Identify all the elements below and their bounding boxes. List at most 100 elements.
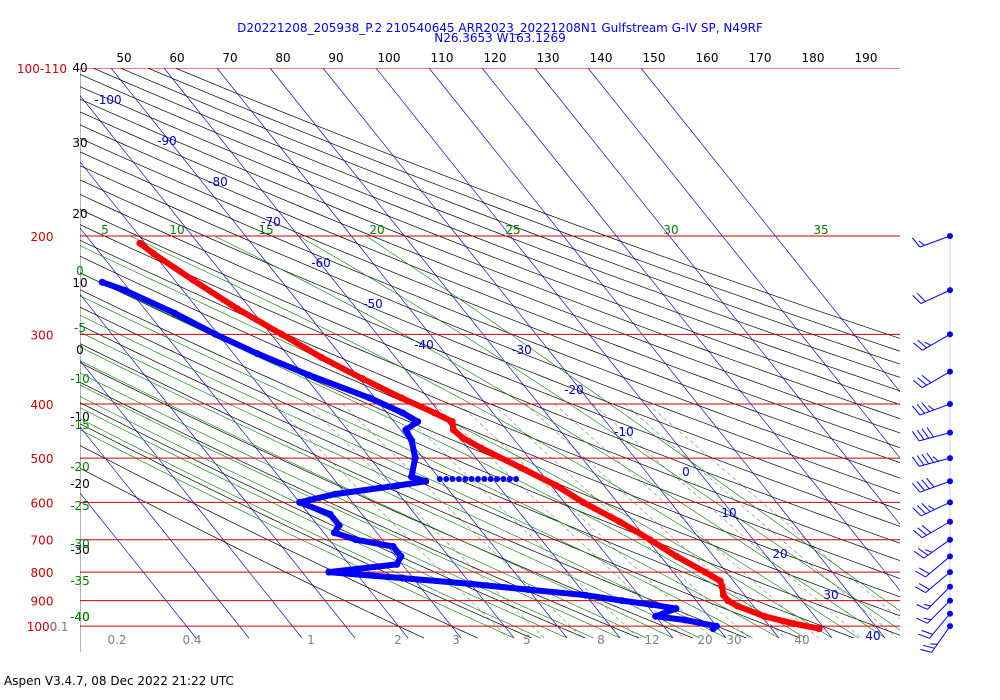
mixing-ratio-line <box>307 403 545 639</box>
theta-left-label: 30 <box>72 136 87 150</box>
dewpoint-trace-point <box>335 521 343 529</box>
theta-left-label: 0 <box>76 343 84 357</box>
wind-barb-feather <box>926 427 935 438</box>
isotherm-line <box>80 227 409 639</box>
dry-adiabat-line <box>80 86 900 406</box>
dry-adiabat-line <box>147 68 900 352</box>
wind-barb-staff <box>918 457 951 467</box>
dewpoint-trace-point <box>98 278 106 286</box>
wind-barb-feather <box>912 405 921 416</box>
theta-e-label: 30 <box>663 223 678 237</box>
temperature-trace-point <box>616 518 624 526</box>
dewpoint-trace-point <box>352 536 360 544</box>
wind-barb-feather <box>911 431 920 442</box>
temperature-trace-point <box>317 353 325 361</box>
wind-barb-feather <box>916 455 925 466</box>
dry-adiabat-line <box>80 137 900 464</box>
temperature-trace-point <box>478 444 485 452</box>
theta-e-label: 10 <box>169 223 184 237</box>
dry-adiabat-label: 70 <box>222 51 237 65</box>
wind-barb-feather <box>918 633 930 639</box>
dry-adiabat-label: 50 <box>116 51 131 65</box>
theta-left-label: 40 <box>72 61 87 75</box>
dry-adiabat-line <box>80 423 532 639</box>
dry-adiabat-line <box>80 402 586 639</box>
wind-barb <box>912 368 953 389</box>
temperature-trace-point <box>278 330 286 338</box>
dewpoint-gap-point <box>443 476 450 482</box>
dewpoint-trace-point <box>389 543 397 550</box>
pressure-label: 300 <box>31 328 54 342</box>
dry-adiabat-label: 90 <box>328 51 343 65</box>
mixing-ratio-line <box>647 403 900 620</box>
wind-barb-feather <box>912 482 921 493</box>
mixing-ratio-label: 30 <box>726 633 741 647</box>
wind-barb-feather <box>921 524 932 534</box>
wind-barb-feather <box>913 550 925 559</box>
moist-left-label: -15 <box>70 418 90 432</box>
dewpoint-gap-point <box>481 476 488 482</box>
grid-layer <box>80 68 900 652</box>
wind-barb-staff <box>919 403 951 416</box>
isotherm-line <box>587 68 900 459</box>
wind-barb-staff <box>920 289 951 305</box>
isotherm-line <box>110 68 568 639</box>
isotherm-label: 0 <box>682 465 690 479</box>
dewpoint-trace-point <box>366 394 374 402</box>
dewpoint-gap-point <box>487 476 494 482</box>
isotherm-label: -40 <box>414 338 434 352</box>
dry-adiabat-line <box>80 208 900 544</box>
wind-barb-staff <box>925 556 951 578</box>
temperature-trace-point <box>815 625 823 633</box>
dewpoint-trace-point <box>331 490 339 498</box>
theta-e-label: 25 <box>505 223 520 237</box>
moist-adiabat-line <box>366 235 900 612</box>
dry-adiabat-label: 190 <box>855 51 878 65</box>
mixing-ratio-label: 40 <box>794 633 809 647</box>
wind-barb <box>911 452 953 467</box>
wind-barb-staff <box>929 613 951 639</box>
chart-location: N26.3653 W163.1269 <box>434 31 566 45</box>
pressure-label: 500 <box>31 452 54 466</box>
isotherm-line <box>80 492 197 639</box>
wind-barb-feather <box>918 240 925 246</box>
dewpoint-trace-point <box>296 498 303 506</box>
mixing-ratio-line <box>342 403 584 639</box>
dry-adiabat-label: 80 <box>275 51 290 65</box>
wind-barb-feather <box>923 617 931 621</box>
mixing-ratio-line <box>433 403 685 639</box>
wind-barb-feather <box>921 374 932 384</box>
dry-adiabat-line <box>80 224 900 562</box>
dewpoint-trace-point <box>393 560 401 568</box>
dewpoint-trace-point <box>325 568 333 576</box>
dry-adiabat-line <box>80 151 900 479</box>
wind-barb-feather <box>918 548 929 556</box>
wind-barb-staff <box>919 480 951 493</box>
dry-adiabat-label: 160 <box>696 51 719 65</box>
pressure-label: 600 <box>31 496 54 510</box>
wind-barbs-layer <box>911 233 953 653</box>
traces-layer <box>98 239 823 633</box>
wind-barb-feather <box>921 629 933 635</box>
theta-left-label: -40 <box>70 610 90 624</box>
dewpoint-gap-point <box>468 476 475 482</box>
wind-barb-feather <box>916 403 925 414</box>
chart-title: D20221208_205938_P.2 210540645 ARR2023_2… <box>237 21 763 35</box>
isotherm-line <box>322 68 780 639</box>
wind-barb-feather <box>916 292 926 302</box>
wind-barb <box>912 499 953 517</box>
dewpoint-trace-point <box>120 286 128 294</box>
dry-adiabat-label: 130 <box>537 51 560 65</box>
moist-adiabat-line <box>80 372 647 639</box>
moist-adiabat-line <box>80 384 621 639</box>
isotherm-line <box>428 68 886 639</box>
dewpoint-trace-point <box>397 552 405 560</box>
dewpoint-trace-line <box>99 279 720 632</box>
mixing-ratio-label: 3 <box>452 633 460 647</box>
dry-adiabat-line <box>80 324 801 639</box>
wind-barb-feather <box>928 505 935 510</box>
temperature-trace-point <box>358 375 366 382</box>
temperature-trace-point <box>136 239 144 247</box>
mixing-ratio-line <box>459 403 713 639</box>
